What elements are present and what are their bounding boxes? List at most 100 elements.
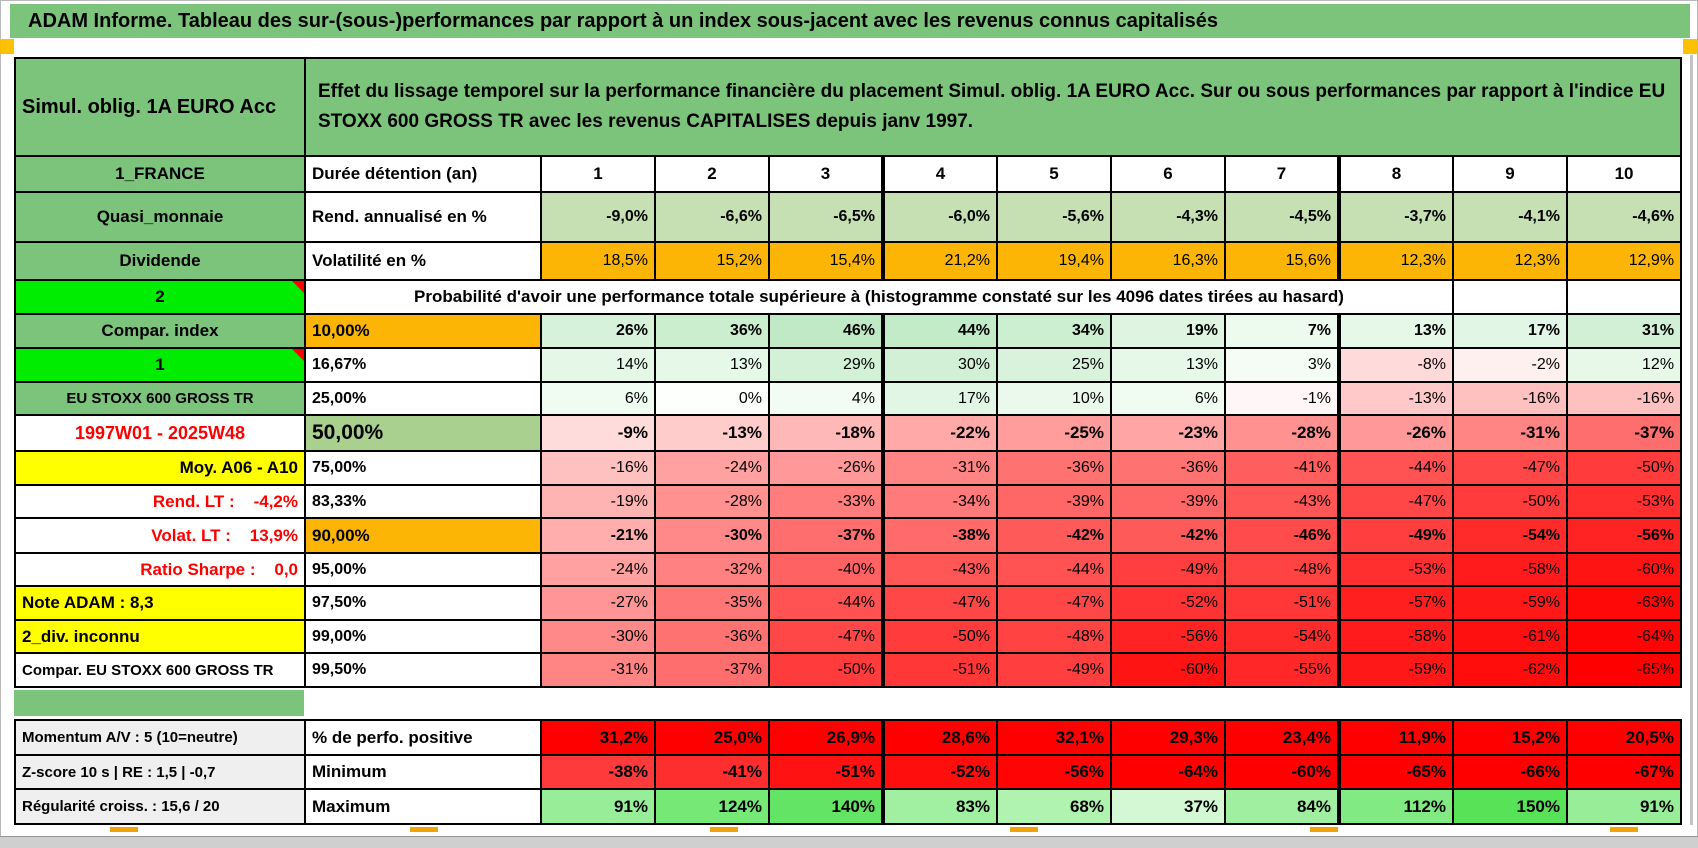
row-label[interactable]: 1_FRANCE xyxy=(14,155,306,193)
data-cell[interactable]: -44% xyxy=(1337,450,1454,486)
data-cell[interactable]: -4,6% xyxy=(1565,191,1683,243)
data-cell[interactable]: 150% xyxy=(1452,788,1568,825)
data-cell[interactable]: -60% xyxy=(1224,754,1340,790)
row-header[interactable]: 75,00% xyxy=(304,450,542,486)
empty-cell[interactable] xyxy=(1452,279,1568,315)
row-label[interactable]: Ratio Sharpe : 0,0 xyxy=(14,552,306,587)
data-cell[interactable]: -3,7% xyxy=(1337,191,1454,243)
data-cell[interactable]: -37% xyxy=(654,652,770,688)
data-cell[interactable]: 68% xyxy=(996,788,1112,825)
row-label[interactable]: Régularité croiss. : 15,6 / 20 xyxy=(14,788,306,825)
data-cell[interactable]: -50% xyxy=(768,652,884,688)
data-cell[interactable]: 21,2% xyxy=(881,241,998,281)
data-cell[interactable]: -41% xyxy=(1224,450,1340,486)
data-cell[interactable]: -40% xyxy=(768,552,884,587)
data-cell[interactable]: 20,5% xyxy=(1566,719,1682,756)
data-cell[interactable]: 17% xyxy=(881,381,998,416)
data-cell[interactable]: -55% xyxy=(1224,652,1340,688)
data-cell[interactable]: 25% xyxy=(996,347,1112,383)
data-cell[interactable]: -24% xyxy=(654,450,770,486)
data-cell[interactable]: -47% xyxy=(768,619,884,654)
data-cell[interactable]: -2% xyxy=(1452,347,1568,383)
data-cell[interactable]: -21% xyxy=(540,517,656,554)
data-cell[interactable]: 29,3% xyxy=(1110,719,1226,756)
row-label[interactable]: Moy. A06 - A10 xyxy=(14,450,306,486)
data-cell[interactable]: 6% xyxy=(1110,381,1226,416)
data-cell[interactable]: -23% xyxy=(1110,414,1226,452)
data-cell[interactable]: 84% xyxy=(1224,788,1340,825)
data-cell[interactable]: -49% xyxy=(996,652,1112,688)
data-cell[interactable]: -64% xyxy=(1565,619,1683,654)
row-header[interactable]: 10,00% xyxy=(304,313,542,349)
data-cell[interactable]: -38% xyxy=(540,754,656,790)
data-cell[interactable]: -50% xyxy=(1565,450,1683,486)
data-cell[interactable]: 25,0% xyxy=(654,719,770,756)
row-header[interactable]: Rend. annualisé en % xyxy=(304,191,542,243)
data-cell[interactable]: -67% xyxy=(1566,754,1682,790)
row-label[interactable]: Compar. index xyxy=(14,313,306,349)
data-cell[interactable]: -47% xyxy=(881,585,998,621)
row-label[interactable]: Momentum A/V : 5 (10=neutre) xyxy=(14,719,306,756)
data-cell[interactable]: -42% xyxy=(996,517,1112,554)
data-cell[interactable]: 31,2% xyxy=(540,719,656,756)
data-cell[interactable]: -58% xyxy=(1452,552,1568,587)
data-cell[interactable]: 34% xyxy=(996,313,1112,349)
data-cell[interactable]: 18,5% xyxy=(540,241,656,281)
data-cell[interactable]: 26% xyxy=(540,313,656,349)
data-cell[interactable]: -47% xyxy=(996,585,1112,621)
row-header[interactable]: 25,00% xyxy=(304,381,542,416)
row-label[interactable]: Compar. EU STOXX 600 GROSS TR xyxy=(14,652,306,688)
row-label[interactable]: 1997W01 - 2025W48 xyxy=(14,414,306,452)
data-cell[interactable]: -5,6% xyxy=(996,191,1112,243)
data-cell[interactable]: -66% xyxy=(1452,754,1568,790)
data-cell[interactable]: -32% xyxy=(654,552,770,587)
data-cell[interactable]: -43% xyxy=(1224,484,1340,519)
data-cell[interactable]: -42% xyxy=(1110,517,1226,554)
data-cell[interactable]: -43% xyxy=(881,552,998,587)
data-cell[interactable]: -44% xyxy=(996,552,1112,587)
data-cell[interactable]: -8% xyxy=(1337,347,1454,383)
data-cell[interactable]: -6,5% xyxy=(768,191,884,243)
data-cell[interactable]: -13% xyxy=(1337,381,1454,416)
data-cell[interactable]: -50% xyxy=(881,619,998,654)
data-cell[interactable]: 12,3% xyxy=(1337,241,1454,281)
data-cell[interactable]: 1 xyxy=(540,155,656,193)
row-header[interactable]: 99,50% xyxy=(304,652,542,688)
row-label[interactable]: 2_div. inconnu xyxy=(14,619,306,654)
data-cell[interactable]: 32,1% xyxy=(996,719,1112,756)
row-label[interactable]: 1 xyxy=(14,347,306,383)
data-cell[interactable]: 15,4% xyxy=(768,241,884,281)
data-cell[interactable]: 19% xyxy=(1110,313,1226,349)
data-cell[interactable]: -48% xyxy=(1224,552,1340,587)
data-cell[interactable]: 12% xyxy=(1565,347,1683,383)
data-cell[interactable]: 112% xyxy=(1337,788,1454,825)
data-cell[interactable]: -19% xyxy=(540,484,656,519)
data-cell[interactable]: 91% xyxy=(1566,788,1682,825)
data-cell[interactable]: -16% xyxy=(1452,381,1568,416)
data-cell[interactable]: 4 xyxy=(881,155,998,193)
row-label[interactable]: Volat. LT : 13,9% xyxy=(14,517,306,554)
data-cell[interactable]: -60% xyxy=(1110,652,1226,688)
data-cell[interactable]: -54% xyxy=(1224,619,1340,654)
data-cell[interactable]: -6,0% xyxy=(881,191,998,243)
data-cell[interactable]: -36% xyxy=(654,619,770,654)
data-cell[interactable]: -37% xyxy=(768,517,884,554)
data-cell[interactable]: -22% xyxy=(881,414,998,452)
data-cell[interactable]: -26% xyxy=(1337,414,1454,452)
data-cell[interactable]: -53% xyxy=(1337,552,1454,587)
data-cell[interactable]: -56% xyxy=(1110,619,1226,654)
data-cell[interactable]: 26,9% xyxy=(768,719,884,756)
data-cell[interactable]: 15,6% xyxy=(1224,241,1340,281)
data-cell[interactable]: -1% xyxy=(1224,381,1340,416)
data-cell[interactable]: -51% xyxy=(881,652,998,688)
data-cell[interactable]: -25% xyxy=(996,414,1112,452)
data-cell[interactable]: -65% xyxy=(1337,754,1454,790)
data-cell[interactable]: -34% xyxy=(881,484,998,519)
data-cell[interactable]: -37% xyxy=(1565,414,1683,452)
row-header[interactable]: Minimum xyxy=(304,754,542,790)
row-header[interactable]: 90,00% xyxy=(304,517,542,554)
data-cell[interactable]: -27% xyxy=(540,585,656,621)
row-label[interactable]: 2 xyxy=(14,279,306,315)
data-cell[interactable]: -6,6% xyxy=(654,191,770,243)
data-cell[interactable]: -36% xyxy=(996,450,1112,486)
